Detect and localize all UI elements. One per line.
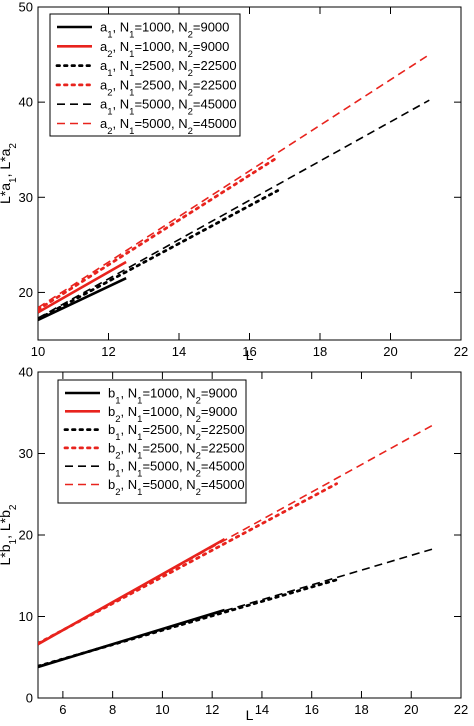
x-tick-label: 14: [172, 344, 186, 359]
series-line-3: [38, 189, 280, 321]
legend-label: a1, N1=5000, N2=45000: [100, 97, 237, 118]
legend-label: a1, N1=1000, N2=9000: [100, 20, 229, 41]
legend-label: a2, N1=5000, N2=45000: [100, 116, 237, 137]
series-line-5: [38, 547, 437, 667]
series-line-5: [38, 99, 430, 319]
legend-label: b2, N1=1000, N2=9000: [108, 404, 237, 425]
legend-label: a1, N1=2500, N2=22500: [100, 58, 237, 79]
x-tick-label: 12: [205, 702, 219, 717]
x-tick-label: 12: [101, 344, 115, 359]
legend-box: [57, 379, 247, 504]
x-axis-label: L: [246, 707, 254, 723]
legend-label: b1, N1=2500, N2=22500: [108, 422, 245, 443]
legend-label: a2, N1=1000, N2=9000: [100, 39, 229, 60]
y-axis-label: L*b1, L*b2: [0, 504, 19, 565]
legend-label: b1, N1=5000, N2=45000: [108, 459, 245, 480]
series-line-2: [38, 260, 127, 314]
x-tick-label: 20: [383, 344, 397, 359]
x-tick-label: 8: [109, 702, 116, 717]
y-tick-label: 20: [19, 528, 33, 543]
x-tick-label: 22: [454, 702, 468, 717]
legend-label: b2, N1=2500, N2=22500: [108, 440, 245, 461]
y-tick-label: 40: [19, 365, 33, 380]
x-axis-label: L: [246, 347, 254, 363]
x-tick-label: 6: [59, 702, 66, 717]
x-tick-label: 10: [155, 702, 169, 717]
chart-a: 10 12 14 16 18 20 22 20 30 40 50 L L*a1, L*a2 a1, N1=…: [0, 0, 468, 363]
series-line-6: [38, 422, 437, 645]
x-tick-label: 18: [354, 702, 368, 717]
x-tick-label: 16: [304, 702, 318, 717]
y-tick-label: 0: [26, 691, 33, 706]
x-tick-label: 14: [255, 702, 269, 717]
x-tick-label: 20: [404, 702, 418, 717]
legend-label: b2, N1=5000, N2=45000: [108, 477, 245, 498]
x-tick-label: 10: [31, 344, 45, 359]
x-tick-label: 22: [454, 344, 468, 359]
chart-b: 6 8 10 12 14 16 18 20 22 0 10 20 30 40 L L*b1, L*b2 b1, …: [0, 365, 468, 724]
series-line-1: [38, 277, 127, 322]
y-tick-label: 30: [19, 446, 33, 461]
series-line-4: [38, 155, 280, 312]
legend-label: a2, N1=2500, N2=22500: [100, 77, 237, 98]
y-tick-label: 30: [19, 190, 33, 205]
y-tick-label: 40: [19, 95, 33, 110]
y-tick-label: 10: [19, 609, 33, 624]
x-tick-label: 16: [242, 344, 256, 359]
legend-box: [49, 13, 241, 137]
y-axis-label: L*a1, L*a2: [0, 143, 19, 204]
x-tick-label: 18: [313, 344, 327, 359]
legend-label: b1, N1=1000, N2=9000: [108, 386, 237, 407]
y-tick-label: 50: [19, 0, 33, 15]
series-line-3: [38, 578, 339, 668]
y-tick-label: 20: [19, 285, 33, 300]
